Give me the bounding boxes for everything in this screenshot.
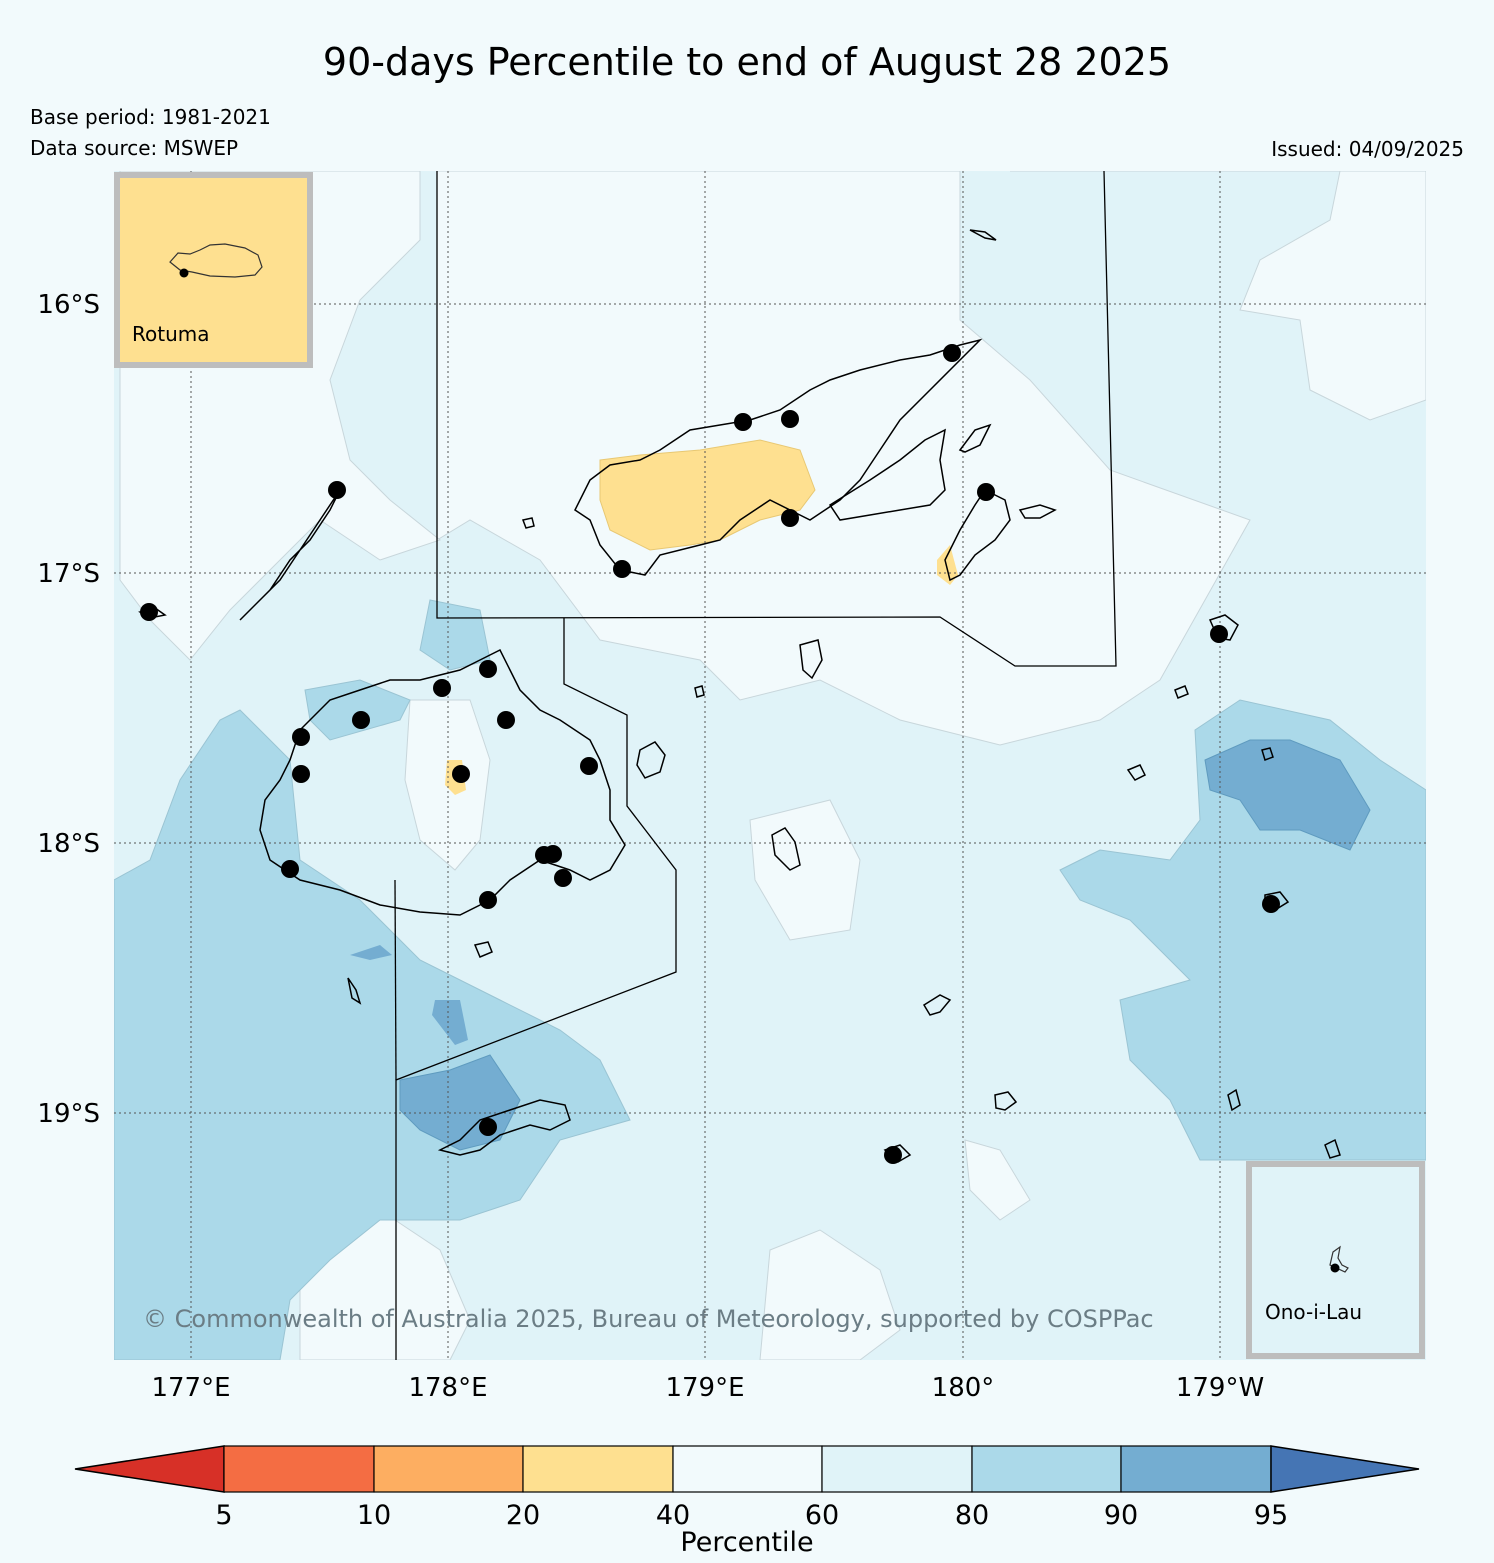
colorbar: 5 10 20 40 60 80 90 95 <box>74 1445 1420 1531</box>
island-small-10 <box>521 517 535 529</box>
island-small-1 <box>1126 764 1147 781</box>
laucala-coast <box>1018 504 1057 519</box>
lat-tick: 19°S <box>37 1099 100 1129</box>
colorbar-60-80 <box>821 1445 973 1493</box>
colorbar-tick: 95 <box>1254 1500 1288 1531</box>
colorbar-90-95 <box>1120 1445 1272 1493</box>
map-plot-area <box>114 171 1426 1360</box>
ono-i-lau-label: Ono-i-Lau <box>1265 1300 1362 1324</box>
colorbar-5-10 <box>223 1445 375 1493</box>
vanua-levu-east-coast <box>828 428 946 521</box>
region-40-60-north <box>436 171 1251 746</box>
region-40-60-northeast <box>1010 171 1426 421</box>
lakeba-coast <box>922 994 952 1016</box>
lon-tick: 179°E <box>665 1373 744 1403</box>
colorbar-tick: 5 <box>215 1500 232 1531</box>
lat-axis: 16°S 17°S 18°S 19°S <box>37 290 100 1129</box>
data-source: Data source: MSWEP <box>30 136 239 160</box>
island-small-7 <box>347 977 362 1005</box>
colorbar-10-20 <box>373 1445 524 1493</box>
rotuma-inset: Rotuma <box>114 172 313 368</box>
region-90-95-east <box>1204 739 1371 851</box>
colorbar-below-5 <box>74 1445 225 1493</box>
qamea-coast <box>958 423 992 453</box>
ono-i-lau-station <box>1330 1263 1340 1273</box>
stations <box>140 344 1280 1164</box>
vanua-levu-coast <box>574 338 983 576</box>
island-small-5 <box>1324 1138 1341 1159</box>
colorbar-tick: 40 <box>656 1500 690 1531</box>
region-40-60-southcentral <box>759 1229 901 1360</box>
division-boundaries <box>394 171 1117 1360</box>
colorbar-80-90 <box>971 1445 1122 1493</box>
colorbar-tick: 90 <box>1104 1500 1138 1531</box>
colorbar-label: Percentile <box>680 1527 814 1558</box>
region-90-95-patch <box>432 1000 468 1045</box>
colorbar-tick: 60 <box>805 1500 839 1531</box>
lon-tick: 178°E <box>408 1373 487 1403</box>
region-40-60-patch <box>964 1139 1031 1221</box>
rotuma-station <box>179 268 189 278</box>
lat-tick: 18°S <box>37 829 100 859</box>
ono-i-lau-inset: Ono-i-Lau <box>1246 1161 1425 1359</box>
colorbar-20-40 <box>522 1445 674 1493</box>
lat-tick: 16°S <box>37 290 100 320</box>
koro-coast <box>799 639 823 680</box>
lon-tick: 179°W <box>1176 1373 1264 1403</box>
island-small-2 <box>1174 685 1189 699</box>
island-small-6 <box>969 229 997 241</box>
ono-i-lau-island <box>1329 1245 1349 1273</box>
colorbar-tick: 20 <box>506 1500 540 1531</box>
copyright-notice: © Commonwealth of Australia 2025, Bureau… <box>143 1305 1154 1333</box>
rotuma-label: Rotuma <box>132 322 210 346</box>
island-small-9 <box>694 685 705 698</box>
region-90-95-small <box>350 945 392 960</box>
nairai-coast <box>771 827 801 871</box>
lat-tick: 17°S <box>37 559 100 589</box>
colorbar-above-95 <box>1270 1445 1420 1493</box>
region-80-90-southwest <box>114 709 631 1360</box>
colorbar-40-60 <box>672 1445 823 1493</box>
graticule <box>114 171 1426 1360</box>
rotuma-island <box>169 243 263 278</box>
map-title: 90-days Percentile to end of August 28 2… <box>322 40 1172 84</box>
kadavu-coast <box>437 1099 571 1156</box>
colorbar-tick: 80 <box>955 1500 989 1531</box>
region-20-40-vanua-levu <box>599 439 816 551</box>
lon-tick: 177°E <box>151 1373 230 1403</box>
base-period: Base period: 1981-2021 <box>30 105 271 129</box>
viti-levu-coast <box>259 648 626 916</box>
moala-coast <box>994 1091 1018 1111</box>
taveuni-coast <box>944 489 1011 582</box>
lon-axis: 177°E 178°E 179°E 180° 179°W <box>151 1373 1264 1403</box>
issued-date: Issued: 04/09/2025 <box>1271 137 1464 161</box>
island-small-8 <box>473 941 493 958</box>
lon-tick: 180° <box>932 1373 995 1403</box>
island-small-3 <box>1261 747 1274 761</box>
gau-coast <box>636 741 666 779</box>
colorbar-tick: 10 <box>357 1500 391 1531</box>
region-20-40-taveuni <box>937 545 958 585</box>
region-40-60-lau <box>749 799 861 941</box>
yasawa-coast <box>239 489 341 621</box>
island-small-4 <box>1227 1088 1241 1112</box>
